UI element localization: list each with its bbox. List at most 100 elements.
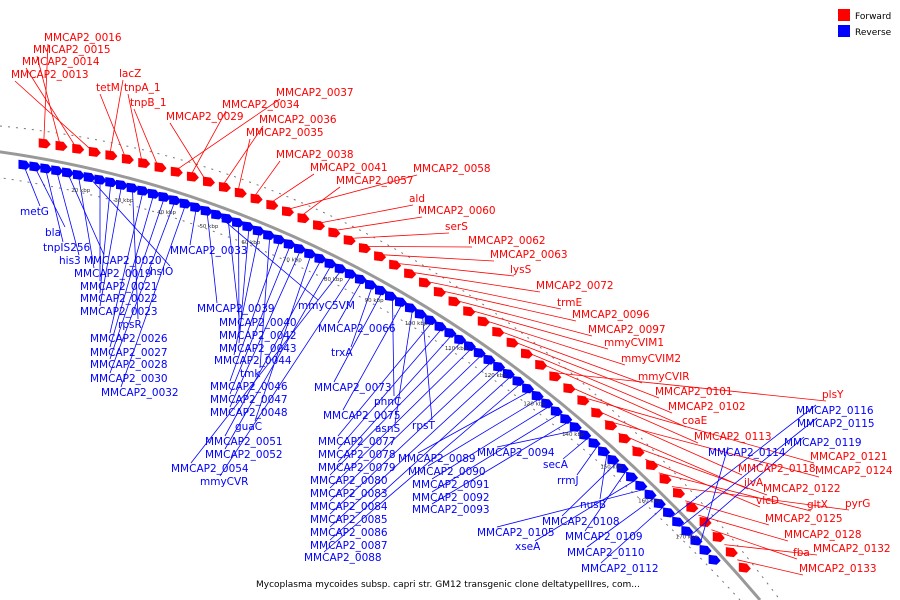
tick-labels: 20 kbp 30 kbp 40 kbp 50 kbp 60 kbp 70 kbp 80 k…: [71, 188, 698, 541]
reverse-feature: [522, 383, 535, 394]
forward-feature: [646, 460, 659, 471]
reverse-feature: [314, 253, 327, 264]
forward-labels: MMCAP2_0016MMCAP2_0015MMCAP2_0014MMCAP2_…: [11, 32, 893, 575]
forward-connector: [360, 245, 473, 248]
tick-label: 90 kbp: [365, 298, 384, 304]
reverse-gene-label: metG: [20, 206, 49, 218]
reverse-connector: [206, 211, 218, 304]
reverse-feature: [454, 334, 467, 345]
forward-connector: [671, 486, 850, 511]
forward-connector: [14, 80, 94, 153]
reverse-feature: [424, 315, 437, 326]
forward-gene-label: MMCAP2_0034: [222, 99, 300, 111]
reverse-gene-label: MMCAP2_0022: [80, 293, 158, 305]
reverse-gene-label: MMCAP2_0090: [408, 466, 486, 478]
reverse-connector: [392, 297, 395, 397]
forward-gene-label: MMCAP2_0101: [655, 386, 733, 398]
forward-connector: [330, 216, 423, 232]
reverse-feature: [541, 398, 554, 409]
reverse-feature: [588, 438, 601, 449]
reverse-connector: [337, 321, 433, 437]
forward-feature: [266, 199, 279, 210]
forward-connector: [698, 514, 789, 542]
reverse-feature: [708, 554, 721, 565]
reverse-connector: [109, 200, 176, 374]
reverse-connector: [562, 437, 589, 460]
reverse-gene-label: MMCAP2_0033: [170, 245, 248, 257]
forward-feature: [154, 162, 167, 173]
reverse-connector: [671, 404, 817, 517]
forward-feature: [632, 446, 645, 457]
reverse-connector: [534, 480, 636, 542]
reverse-feature: [115, 179, 128, 190]
forward-feature: [433, 286, 446, 297]
forward-connector: [43, 43, 49, 144]
reverse-feature: [83, 172, 96, 183]
forward-gene-label: MMCAP2_0118: [738, 463, 816, 475]
forward-gene-label: MMCAP2_0037: [276, 87, 354, 99]
forward-gene-label: MMCAP2_0029: [166, 111, 244, 123]
forward-connector: [237, 138, 251, 193]
reverse-gene-label: MMCAP2_0043: [219, 343, 297, 355]
reverse-connector: [690, 436, 805, 536]
forward-gene-label: tetM: [96, 82, 120, 94]
reverse-connector: [496, 429, 579, 448]
reverse-gene-label: MMCAP2_0046: [210, 381, 288, 393]
forward-connector: [724, 544, 818, 556]
reverse-feature: [221, 213, 234, 224]
reverse-gene-label: phnC: [374, 396, 401, 408]
reverse-feature: [72, 169, 85, 180]
reverse-connector: [189, 207, 197, 246]
reverse-connector: [329, 361, 492, 515]
reverse-connector: [99, 182, 112, 294]
reverse-feature: [699, 545, 712, 556]
forward-gene-label: lysS: [510, 264, 532, 276]
forward-feature: [202, 176, 215, 187]
reverse-gene-label: xseA: [515, 541, 541, 553]
reverse-gene-label: MMCAP2_0054: [171, 463, 249, 475]
reverse-gene-label: tmk: [240, 368, 261, 380]
reverse-feature: [232, 217, 245, 228]
reverse-gene-label: MMCAP2_0116: [796, 405, 874, 417]
reverse-gene-label: MMCAP2_0030: [90, 373, 168, 385]
reverse-feature: [29, 161, 42, 172]
forward-feature: [55, 140, 68, 151]
reverse-connector: [431, 405, 550, 480]
backbone-arc: [0, 150, 762, 600]
reverse-feature: [273, 234, 286, 245]
forward-feature: [520, 348, 533, 359]
reverse-feature: [444, 327, 457, 338]
forward-connector: [174, 98, 281, 172]
reverse-connector: [45, 168, 64, 243]
forward-feature: [170, 166, 183, 177]
forward-feature: [618, 433, 631, 444]
reverse-gene-label: MMCAP2_0115: [797, 418, 875, 430]
reverse-feature: [252, 225, 265, 236]
reverse-connector: [67, 172, 105, 256]
reverse-gene-label: MMCAP2_0021: [80, 281, 158, 293]
forward-gene-label: tnpB_1: [130, 97, 167, 109]
reverse-connector: [431, 421, 570, 505]
reverse-gene-label: MMCAP2_0094: [477, 447, 555, 459]
reverse-connector: [496, 488, 645, 528]
reverse-feature: [263, 229, 276, 240]
forward-connector: [127, 93, 143, 163]
reverse-feature: [283, 238, 296, 249]
forward-feature: [105, 150, 118, 161]
reverse-feature: [179, 198, 192, 209]
legend-reverse-swatch: [838, 25, 850, 37]
reverse-gene-label: MMCAP2_0086: [310, 527, 388, 539]
reverse-feature: [598, 446, 611, 457]
reverse-connector: [329, 347, 473, 489]
reverse-gene-label: MMCAP2_0092: [412, 492, 490, 504]
tick-label: 110 kbp: [445, 346, 468, 352]
reverse-gene-label: bla: [45, 227, 61, 239]
reverse-feature: [672, 516, 685, 527]
forward-feature: [712, 531, 725, 542]
forward-connector: [449, 298, 593, 337]
reverse-feature: [40, 163, 53, 174]
reverse-connector: [333, 291, 383, 383]
reverse-connector: [337, 327, 443, 450]
forward-gene-label: plsY: [822, 389, 844, 401]
